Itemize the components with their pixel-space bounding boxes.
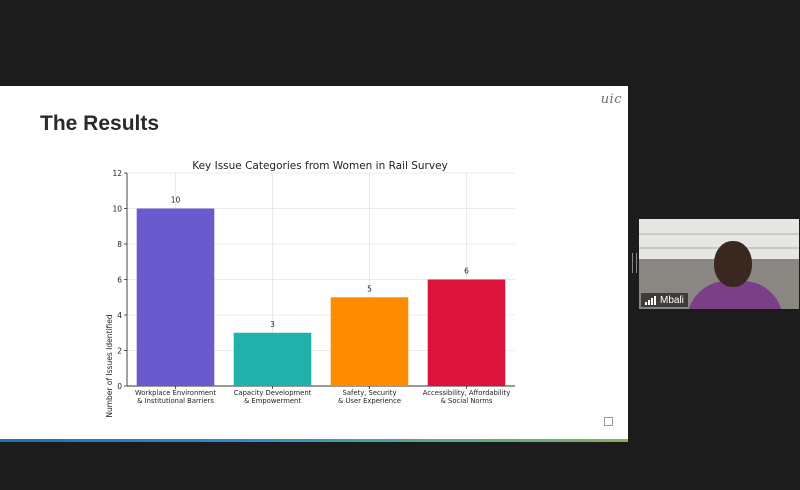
fullscreen-icon[interactable]	[604, 417, 613, 426]
x-tick-label: Accessibility, Affordability	[423, 389, 510, 397]
y-axis-label: Number of Issues Identified	[105, 314, 114, 418]
x-tick-label: Safety, Security	[343, 389, 397, 397]
ceiling-line	[639, 233, 799, 235]
chart-title: Key Issue Categories from Women in Rail …	[192, 160, 448, 172]
bar-chart: Key Issue Categories from Women in Rail …	[105, 160, 515, 418]
x-tick-label: & Social Norms	[441, 397, 493, 405]
bar	[136, 208, 215, 386]
bar	[330, 297, 409, 386]
x-tick-label: & User Experience	[338, 397, 401, 405]
y-tick-label: 6	[117, 276, 122, 285]
participant-head	[714, 241, 752, 287]
bar	[233, 332, 312, 386]
bar-value-label: 6	[464, 267, 469, 276]
x-tick-label: & Institutional Barriers	[137, 397, 214, 405]
participant-video-tile[interactable]: Mbali	[639, 219, 799, 309]
x-tick-label: & Empowerment	[244, 397, 301, 405]
slide-footer-bar	[0, 439, 628, 442]
x-tick-label: Workplace Environment	[135, 389, 216, 397]
panel-resize-handle[interactable]	[632, 253, 637, 273]
y-tick-label: 4	[117, 311, 122, 320]
participant-name: Mbali	[660, 294, 684, 306]
bar-value-label: 5	[367, 284, 372, 293]
bar	[427, 279, 506, 386]
participant-name-tag: Mbali	[641, 293, 688, 307]
y-tick-label: 8	[117, 240, 122, 249]
y-tick-label: 2	[117, 347, 122, 356]
bar-value-label: 3	[270, 320, 275, 329]
bar-value-label: 10	[171, 196, 181, 205]
presentation-slide: The Results uic Key Issue Categories fro…	[0, 86, 628, 442]
y-tick-label: 12	[112, 169, 122, 178]
uic-logo: uic	[600, 92, 622, 107]
x-tick-label: Capacity Development	[234, 389, 312, 397]
y-tick-label: 0	[117, 382, 122, 391]
slide-title: The Results	[40, 112, 160, 135]
signal-strength-icon	[645, 295, 656, 305]
y-tick-label: 10	[112, 205, 122, 214]
